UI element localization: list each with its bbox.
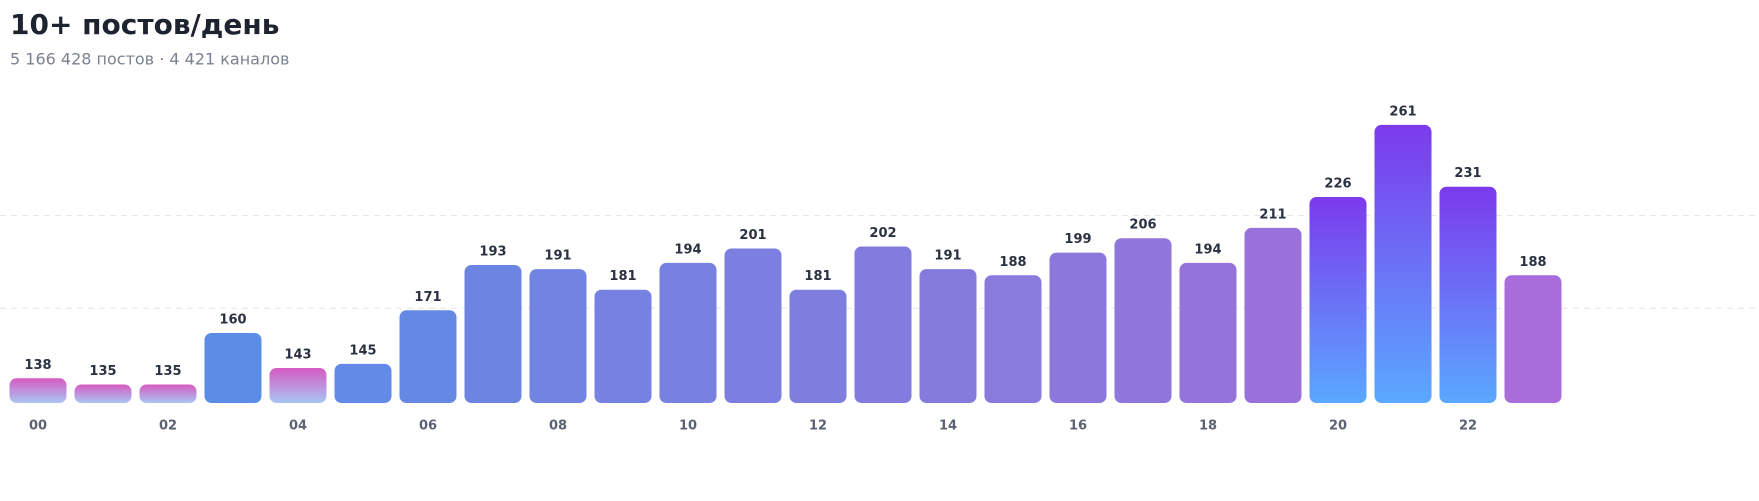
x-tick-label: 16 bbox=[1069, 419, 1087, 434]
value-label: 191 bbox=[934, 249, 961, 264]
value-label: 261 bbox=[1389, 104, 1416, 119]
bar bbox=[204, 332, 262, 403]
value-label: 206 bbox=[1129, 218, 1156, 233]
x-tick-label: 02 bbox=[159, 419, 177, 434]
value-label: 138 bbox=[24, 358, 51, 373]
bar bbox=[1309, 197, 1367, 403]
value-label: 211 bbox=[1259, 207, 1286, 222]
value-label: 226 bbox=[1324, 177, 1351, 192]
bar bbox=[1504, 275, 1562, 403]
value-label: 143 bbox=[284, 347, 311, 362]
bar bbox=[464, 264, 522, 403]
x-tick-label: 14 bbox=[939, 419, 957, 434]
value-label: 135 bbox=[154, 364, 181, 379]
bar bbox=[1049, 252, 1107, 403]
x-tick-label: 00 bbox=[29, 419, 47, 434]
x-tick-label: 08 bbox=[549, 419, 567, 434]
value-label: 191 bbox=[544, 249, 571, 264]
bar bbox=[984, 275, 1042, 403]
value-label: 199 bbox=[1064, 232, 1091, 247]
x-tick-label: 18 bbox=[1199, 419, 1217, 434]
bar bbox=[594, 289, 652, 403]
x-tick-label: 20 bbox=[1329, 419, 1347, 434]
bar bbox=[1114, 238, 1172, 403]
value-label: 194 bbox=[1194, 242, 1221, 257]
bar bbox=[269, 367, 327, 403]
value-label: 160 bbox=[219, 312, 246, 327]
bar bbox=[659, 262, 717, 403]
x-tick-label: 04 bbox=[289, 419, 307, 434]
value-label: 145 bbox=[349, 343, 376, 358]
value-label: 135 bbox=[89, 364, 116, 379]
bar bbox=[1439, 186, 1497, 403]
bar bbox=[1179, 262, 1237, 403]
bar bbox=[74, 384, 132, 403]
value-label: 181 bbox=[609, 269, 636, 284]
bar bbox=[334, 363, 392, 403]
bar bbox=[919, 269, 977, 403]
x-tick-label: 22 bbox=[1459, 419, 1477, 434]
bar bbox=[789, 289, 847, 403]
x-tick-label: 06 bbox=[419, 419, 437, 434]
bar bbox=[399, 310, 457, 403]
value-label: 231 bbox=[1454, 166, 1481, 181]
value-label: 171 bbox=[414, 290, 441, 305]
x-tick-label: 10 bbox=[679, 419, 697, 434]
bar bbox=[1374, 124, 1432, 404]
x-tick-label: 12 bbox=[809, 419, 827, 434]
value-label: 188 bbox=[999, 255, 1026, 270]
value-label: 201 bbox=[739, 228, 766, 243]
chart-title: 10+ постов/день bbox=[10, 8, 279, 41]
bar bbox=[1244, 227, 1302, 403]
value-label: 193 bbox=[479, 244, 506, 259]
value-label: 202 bbox=[869, 226, 896, 241]
bar bbox=[9, 378, 67, 403]
value-label: 188 bbox=[1519, 255, 1546, 270]
value-label: 194 bbox=[674, 242, 701, 257]
bar bbox=[854, 246, 912, 403]
value-label: 181 bbox=[804, 269, 831, 284]
chart-subtitle: 5 166 428 постов · 4 421 каналов bbox=[10, 50, 289, 69]
bar bbox=[724, 248, 782, 403]
bar bbox=[139, 384, 197, 403]
bar bbox=[529, 269, 587, 403]
